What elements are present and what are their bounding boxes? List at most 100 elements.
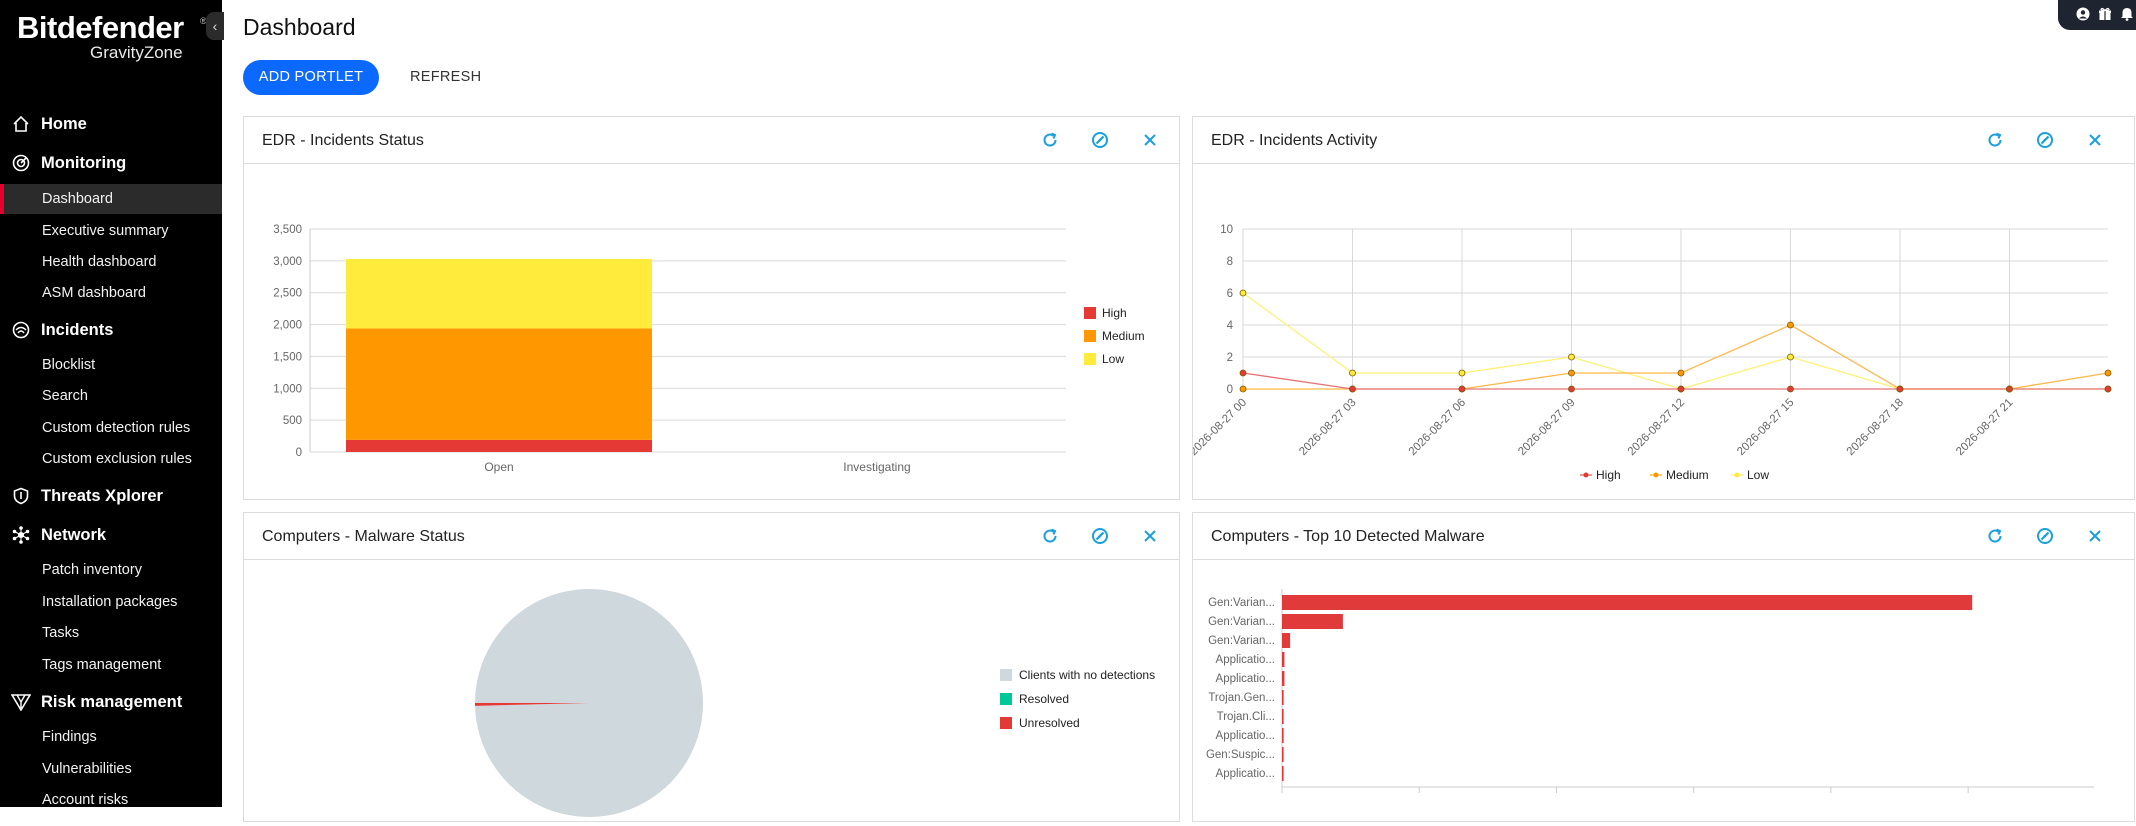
sidebar-item-executive-summary[interactable]: Executive summary [0, 216, 222, 246]
close-icon[interactable] [2085, 130, 2105, 150]
y-tick-label: 2,000 [273, 320, 302, 332]
data-point-high [1349, 385, 1356, 393]
bitdefender-logo[interactable]: Bitdefender ® GravityZone [17, 10, 207, 62]
x-tick-label: 2026-08-27 12 [1626, 397, 1687, 458]
shield-icon [10, 485, 32, 507]
user-icon[interactable] [2076, 7, 2090, 21]
legend-marker [1653, 472, 1659, 478]
portlet-body: 0 2 4 6 8 10 2026-08-27 00 2026-08-27 03 2026-08… [1188, 165, 2134, 499]
sidebar-item-findings[interactable]: Findings [0, 722, 222, 752]
portlet-computers-malware-status: Computers - Malware Status Clients with … [243, 512, 1180, 822]
sidebar-item-tasks[interactable]: Tasks [0, 618, 222, 648]
y-tick-label: 1,000 [273, 383, 302, 395]
notifications-bell-icon[interactable] [2120, 7, 2134, 21]
main-content: Dashboard ADD PORTLET REFRESH EDR - Inci… [222, 0, 2136, 822]
nav-section-home[interactable]: Home [0, 108, 222, 140]
edit-compass-icon[interactable] [1090, 130, 1110, 150]
top-malware-chart: Gen:Varian... Gen:Varian... Gen:Varian... A… [1206, 589, 2094, 793]
y-tick-label: Applicatio... [1216, 768, 1275, 780]
nav-section-monitoring[interactable]: Monitoring [0, 147, 222, 179]
legend-label: High [1596, 468, 1621, 482]
legend-swatch [1000, 693, 1012, 705]
portlet-title: EDR - Incidents Status [262, 132, 424, 149]
sidebar-item-installation-packages[interactable]: Installation packages [0, 587, 222, 617]
data-point-high [2006, 385, 2013, 393]
data-point-low [1349, 369, 1356, 377]
y-tick-label: 2,500 [273, 288, 302, 300]
edit-compass-icon[interactable] [2035, 130, 2055, 150]
legend-label: Resolved [1019, 692, 1069, 706]
refresh-icon[interactable] [1985, 526, 2005, 546]
sidebar-item-blocklist[interactable]: Blocklist [0, 350, 222, 380]
sidebar-item-custom-exclusion-rules[interactable]: Custom exclusion rules [0, 444, 222, 474]
sidebar-item-asm-dashboard[interactable]: ASM dashboard [0, 278, 222, 308]
data-point-high [2104, 385, 2112, 393]
sidebar-item-tags-management[interactable]: Tags management [0, 650, 222, 680]
y-tick-label: Gen:Varian... [1208, 616, 1275, 628]
y-tick-label: 10 [1220, 224, 1233, 236]
bar [1282, 671, 1285, 686]
portlet-top-10-detected-malware: Computers - Top 10 Detected Malware Gen:… [1192, 512, 2135, 822]
refresh-icon[interactable] [1985, 130, 2005, 150]
edit-compass-icon[interactable] [2035, 526, 2055, 546]
refresh-icon[interactable] [1040, 130, 1060, 150]
y-tick-label: Trojan.Cli... [1217, 711, 1275, 723]
sidebar-item-custom-detection-rules[interactable]: Custom detection rules [0, 413, 222, 443]
brand-name: Bitdefender [17, 10, 184, 45]
legend-swatch [1084, 330, 1096, 342]
risk-icon [10, 691, 32, 713]
bar-segment-medium [346, 328, 652, 440]
sidebar-item-search[interactable]: Search [0, 381, 222, 411]
portlet-header: Computers - Malware Status [244, 513, 1179, 560]
collapse-sidebar-button[interactable]: ‹ [206, 12, 224, 40]
sidebar-item-patch-inventory[interactable]: Patch inventory [0, 555, 222, 585]
add-portlet-button[interactable]: ADD PORTLET [243, 60, 379, 95]
y-tick-label: 8 [1227, 256, 1233, 268]
portlet-edr-incidents-status: EDR - Incidents Status 0 500 1,000 1,500 2,0… [243, 116, 1180, 500]
data-point-medium [1677, 369, 1685, 377]
close-icon[interactable] [1140, 526, 1160, 546]
x-tick-label: 2026-08-27 15 [1735, 397, 1796, 458]
legend-label: Low [1747, 468, 1769, 482]
edit-compass-icon[interactable] [1090, 526, 1110, 546]
nav-section-risk-management[interactable]: Risk management [0, 686, 222, 718]
y-tick-label: 1,500 [273, 351, 302, 363]
sidebar: Bitdefender ® GravityZone ‹ Home Monitor… [0, 0, 224, 808]
nav-section-incidents[interactable]: Incidents [0, 314, 222, 346]
series-line-low [1242, 292, 2108, 390]
bar [1282, 614, 1343, 629]
y-tick-label: 500 [283, 415, 302, 427]
close-icon[interactable] [1140, 130, 1160, 150]
network-icon [10, 524, 32, 546]
y-tick-label: 0 [1227, 384, 1233, 396]
close-icon[interactable] [2085, 526, 2105, 546]
x-tick-label: 2026-08-27 06 [1407, 397, 1468, 458]
legend-swatch [1000, 669, 1012, 681]
nav-section-network[interactable]: Network [0, 519, 222, 551]
portlet-body: 0 500 1,000 1,500 2,000 2,500 3,000 3,500 Open In… [244, 165, 1179, 499]
sidebar-item-health-dashboard[interactable]: Health dashboard [0, 247, 222, 277]
sidebar-item-label: Installation packages [42, 594, 178, 610]
y-tick-label: Gen:Varian... [1208, 597, 1275, 609]
portlet-title: Computers - Top 10 Detected Malware [1211, 528, 1485, 545]
nav-section-label: Threats Xplorer [41, 486, 163, 505]
bar-segment-low [346, 258, 652, 329]
data-point-high [1677, 385, 1685, 393]
legend-swatch [1084, 353, 1096, 365]
data-point-high [1896, 385, 1904, 393]
sidebar-item-dashboard[interactable]: Dashboard [0, 184, 222, 214]
data-point-high [1787, 385, 1794, 393]
nav-section-label: Network [41, 525, 107, 544]
refresh-button[interactable]: REFRESH [410, 69, 482, 85]
nav-section-threats-xplorer[interactable]: Threats Xplorer [0, 480, 222, 512]
x-tick-label: 2026-08-27 03 [1297, 397, 1358, 458]
sidebar-item-vulnerabilities[interactable]: Vulnerabilities [0, 754, 222, 784]
y-tick-label: 2 [1227, 352, 1233, 364]
data-point-medium [2104, 369, 2112, 377]
sidebar-item-account-risks[interactable]: Account risks [0, 785, 222, 815]
page-title: Dashboard [243, 14, 356, 40]
refresh-icon[interactable] [1040, 526, 1060, 546]
top-right-toolbar [2058, 0, 2136, 30]
gift-icon[interactable] [2098, 7, 2112, 21]
sidebar-item-label: Custom detection rules [42, 420, 191, 436]
